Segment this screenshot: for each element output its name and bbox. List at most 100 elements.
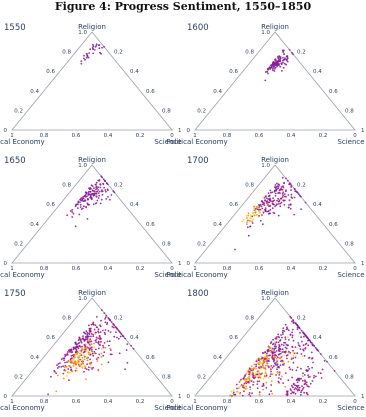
data-point xyxy=(95,181,98,184)
tick-label: 0.4 xyxy=(213,355,222,361)
data-point xyxy=(252,383,255,386)
data-point xyxy=(95,348,97,351)
data-point xyxy=(256,373,258,376)
data-point xyxy=(100,198,103,201)
data-point xyxy=(239,385,242,388)
data-point xyxy=(269,64,272,67)
data-point xyxy=(80,208,83,211)
data-point xyxy=(290,392,292,395)
data-point xyxy=(264,370,267,373)
data-point xyxy=(112,323,115,325)
data-point xyxy=(80,340,82,342)
data-point xyxy=(278,374,281,376)
data-point xyxy=(268,346,271,349)
data-point xyxy=(91,368,93,370)
data-point xyxy=(71,211,74,214)
data-point xyxy=(281,348,284,351)
data-point xyxy=(81,362,84,365)
data-point xyxy=(298,386,301,389)
period-label: 1650 xyxy=(4,156,26,166)
data-point xyxy=(294,387,297,389)
data-point xyxy=(291,320,293,323)
data-point xyxy=(89,363,92,366)
data-point xyxy=(109,347,112,350)
data-point xyxy=(255,214,257,217)
data-point xyxy=(64,353,66,356)
axis-title-top: Religion xyxy=(78,156,106,164)
data-point xyxy=(279,364,282,366)
axis-title-top: Religion xyxy=(78,289,106,297)
data-point xyxy=(296,381,299,384)
tick-label: 0.6 xyxy=(46,335,55,341)
axis-title-top: Religion xyxy=(261,156,289,164)
data-point xyxy=(277,197,279,200)
data-point xyxy=(262,367,265,369)
data-point xyxy=(270,370,272,373)
data-point xyxy=(249,220,251,222)
data-point xyxy=(302,348,304,351)
data-point xyxy=(88,187,90,190)
data-point xyxy=(258,393,261,396)
data-point xyxy=(295,388,298,390)
data-point xyxy=(98,194,101,197)
axis-title-right: Science xyxy=(337,138,364,146)
tick-label: 0.2 xyxy=(114,316,123,322)
data-point xyxy=(295,379,298,381)
tick-label: 1.0 xyxy=(78,163,87,169)
data-point xyxy=(85,357,88,360)
data-point xyxy=(290,193,293,196)
data-point xyxy=(114,326,117,328)
data-point xyxy=(278,344,280,346)
data-point xyxy=(319,353,322,355)
data-point xyxy=(118,352,121,355)
data-point xyxy=(249,386,252,388)
tick-label: 0.4 xyxy=(287,133,296,139)
data-point xyxy=(97,337,100,340)
data-point xyxy=(81,356,84,359)
data-point xyxy=(285,63,287,66)
data-point xyxy=(274,195,277,197)
data-point xyxy=(279,205,282,208)
data-point xyxy=(78,345,81,347)
data-point xyxy=(93,328,96,331)
data-point xyxy=(282,350,285,353)
data-point xyxy=(79,206,82,208)
data-point xyxy=(305,335,308,338)
data-point xyxy=(268,201,271,204)
data-point xyxy=(97,328,100,330)
data-point xyxy=(259,376,262,379)
data-point xyxy=(271,207,274,210)
tick-label: 0 xyxy=(4,394,8,400)
data-point xyxy=(262,357,265,360)
data-point xyxy=(283,181,285,184)
data-point xyxy=(84,343,87,346)
data-point xyxy=(262,365,264,368)
axis-title-top: Religion xyxy=(261,289,289,297)
data-point xyxy=(272,211,275,214)
data-point xyxy=(280,186,283,188)
data-point xyxy=(74,369,77,372)
data-point xyxy=(111,325,114,328)
data-point xyxy=(291,334,294,337)
data-point xyxy=(304,380,306,383)
data-point xyxy=(282,327,285,330)
data-point xyxy=(79,352,81,355)
data-point xyxy=(105,198,108,200)
data-point xyxy=(253,205,255,208)
axis-title-right: Science xyxy=(337,271,364,279)
tick-label: 0.4 xyxy=(313,69,322,75)
ternary-triangle xyxy=(11,31,173,131)
data-point xyxy=(103,312,106,315)
data-point xyxy=(275,374,277,376)
data-point xyxy=(84,367,87,369)
data-point xyxy=(285,177,287,180)
data-point xyxy=(286,326,288,329)
data-point xyxy=(293,213,296,216)
tick-label: 0.8 xyxy=(223,399,232,405)
data-point xyxy=(253,214,256,217)
tick-label: 0.8 xyxy=(245,50,254,56)
data-point xyxy=(103,186,105,189)
data-point xyxy=(254,368,257,370)
data-point xyxy=(283,203,286,206)
data-point xyxy=(276,356,279,358)
